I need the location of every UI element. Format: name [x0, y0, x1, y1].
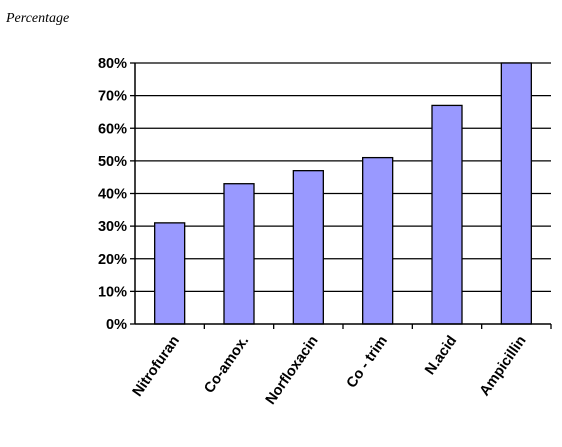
bar	[292, 170, 324, 325]
bars	[154, 62, 532, 325]
y-tick-label: 30%	[98, 219, 127, 235]
y-tick-label: 60%	[98, 121, 127, 137]
y-tick-label: 10%	[98, 284, 127, 300]
x-tick-label: Nitrofuran	[130, 333, 183, 400]
bar	[362, 156, 394, 325]
y-tick-label: 80%	[98, 56, 127, 72]
y-tick-label: 50%	[98, 154, 127, 170]
x-tick-label: N.acid	[422, 333, 460, 378]
bar	[431, 104, 463, 325]
axes	[130, 62, 552, 329]
x-tick-labels: Nitrofuran Co-amox. Norfloxacin Co - trim N.…	[130, 333, 530, 408]
bar	[223, 183, 255, 325]
x-tick-label: Co-amox.	[201, 333, 252, 396]
x-tick-label: Norfloxacin	[263, 333, 322, 408]
gridlines	[135, 62, 551, 292]
y-tick-label: 40%	[98, 187, 127, 203]
y-tick-label: 70%	[98, 89, 127, 105]
x-tick-label: Ampicillin	[477, 333, 530, 399]
bar	[500, 62, 532, 325]
y-tick-label: 0%	[106, 317, 127, 333]
y-tick-labels: 0% 10% 20% 30% 40% 50% 60% 70% 80%	[98, 56, 127, 333]
y-tick-label: 20%	[98, 252, 127, 268]
x-tick-label: Co - trim	[344, 333, 391, 391]
bar	[154, 222, 186, 325]
y-axis-title: Percentage	[5, 11, 69, 26]
